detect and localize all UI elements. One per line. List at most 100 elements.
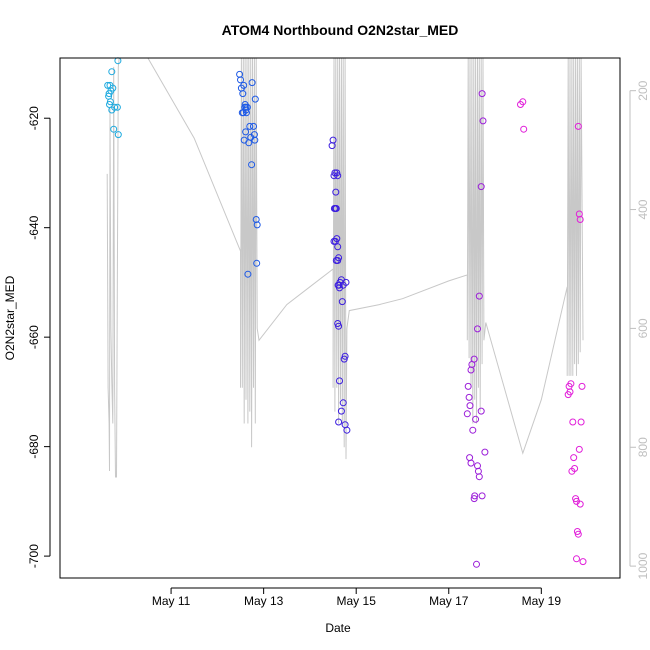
data-point (333, 235, 341, 243)
data-point (570, 454, 578, 462)
series-3 (328, 136, 351, 434)
y-tick-label: -640 (27, 215, 41, 239)
data-point (329, 136, 337, 144)
data-point (335, 418, 343, 426)
data-point (335, 254, 343, 262)
scatter-points-layer (104, 57, 587, 568)
data-point (338, 298, 346, 306)
y-axis-right: 200 400 600 800 1000 (629, 80, 650, 579)
data-point (471, 492, 479, 500)
data-point (108, 68, 116, 76)
data-point (248, 79, 256, 87)
data-point (475, 292, 483, 300)
data-point (336, 377, 343, 385)
data-point (571, 465, 579, 472)
right-tick-label: 600 (636, 318, 650, 338)
data-point (114, 131, 122, 139)
series-2 (236, 70, 261, 278)
data-point (464, 382, 472, 390)
data-point (253, 221, 261, 229)
series-5 (517, 98, 587, 566)
data-point (472, 415, 480, 423)
data-point (473, 560, 480, 568)
depth-line (106, 57, 584, 478)
x-tick-label: May 15 (337, 594, 377, 608)
data-point (520, 125, 528, 133)
right-tick-label: 400 (636, 199, 650, 219)
data-point (246, 122, 254, 130)
data-point (337, 407, 345, 415)
y-tick-label: -700 (27, 544, 41, 568)
data-point (469, 426, 477, 434)
chart-title: ATOM4 Northbound O2N2star_MED (222, 22, 459, 38)
data-point (342, 278, 350, 286)
data-point (467, 459, 475, 467)
data-point (250, 122, 257, 130)
data-point (251, 136, 259, 144)
data-point (248, 161, 256, 169)
data-point (341, 352, 349, 360)
y-axis-label: O2N2star_MED (3, 275, 17, 360)
x-tick-label: May 17 (429, 594, 469, 608)
x-tick-label: May 13 (244, 594, 284, 608)
right-tick-label: 800 (636, 437, 650, 457)
right-tick-label: 200 (636, 80, 650, 100)
data-point (470, 355, 478, 363)
data-point (569, 418, 577, 426)
data-point (466, 402, 474, 410)
data-point (474, 462, 481, 470)
data-point (574, 122, 582, 130)
y-tick-label: -620 (27, 106, 41, 130)
data-point (113, 103, 121, 111)
y-tick-label: -680 (27, 434, 41, 458)
data-point (576, 216, 584, 223)
data-point (343, 426, 351, 434)
data-point (108, 106, 116, 114)
data-point (335, 322, 343, 330)
data-point (109, 84, 117, 92)
data-point (574, 530, 582, 538)
data-point (237, 76, 244, 84)
data-point (244, 270, 252, 278)
data-point (239, 90, 247, 98)
data-point (251, 95, 259, 103)
data-point (478, 492, 486, 500)
data-point (576, 500, 584, 508)
data-point (477, 183, 485, 191)
series-1 (104, 57, 122, 139)
data-point (566, 388, 574, 396)
data-point (477, 407, 485, 415)
data-point (332, 205, 340, 212)
y-tick-label: -660 (27, 325, 41, 349)
depth-line-layer (106, 57, 584, 478)
data-point (114, 57, 122, 65)
data-point (475, 473, 483, 481)
x-tick-label: May 19 (522, 594, 562, 608)
data-point (334, 172, 342, 180)
x-axis-label: Date (325, 621, 351, 635)
data-point (479, 117, 487, 125)
data-point (575, 445, 583, 453)
data-point (110, 125, 118, 133)
data-point (573, 555, 580, 563)
data-point (470, 495, 478, 503)
data-point (241, 103, 249, 111)
right-tick-label: 1000 (636, 552, 650, 579)
plot-frame (59, 57, 621, 579)
data-point (519, 98, 527, 106)
data-point (578, 382, 586, 390)
data-point (340, 355, 348, 363)
data-point (332, 188, 340, 196)
data-point (577, 418, 585, 426)
data-point (465, 393, 473, 401)
x-axis: May 11 May 13 May 15 May 17 May 19 (152, 587, 562, 608)
data-point (478, 90, 486, 98)
data-point (253, 259, 261, 267)
data-point (463, 410, 471, 418)
y-axis-left: -620 -640 -660 -680 -700 (27, 106, 51, 568)
data-point (579, 558, 587, 566)
data-point (481, 448, 489, 456)
data-point (474, 325, 481, 333)
data-point (240, 81, 248, 89)
